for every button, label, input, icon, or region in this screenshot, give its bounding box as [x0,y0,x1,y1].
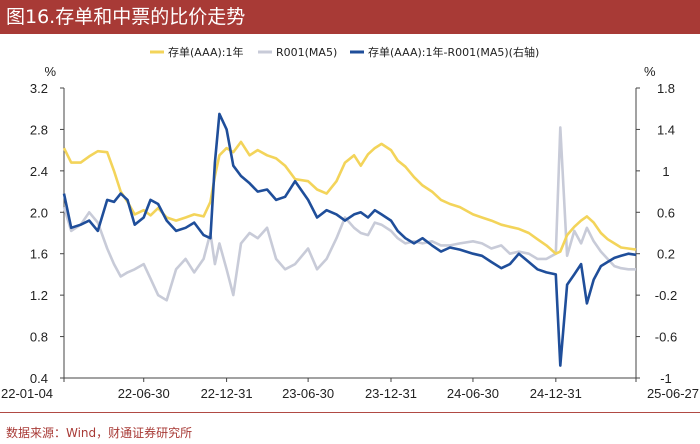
chart-title: 图16.存单和中票的比价走势 [6,6,246,28]
right-tick-label: 1.8 [657,81,675,96]
x-tick-label: 23-12-31 [365,386,417,401]
title-bar: 图16.存单和中票的比价走势 [0,0,700,34]
left-tick-label: 1.2 [30,288,48,303]
legend-label-0: 存单(AAA):1年 [168,45,243,59]
x-tick-label: 25-06-27 [647,386,699,401]
left-axis-unit: % [44,64,56,79]
left-tick-label: 0.8 [30,330,48,345]
legend-label-1: R001(MA5) [276,46,337,59]
x-tick-label: 24-06-30 [447,386,499,401]
right-tick-label: -0.2 [655,288,677,303]
x-tick-label: 24-12-31 [530,386,582,401]
left-tick-label: 0.4 [30,371,48,386]
x-tick-label: 23-06-30 [282,386,334,401]
right-tick-label: -1 [660,371,672,386]
right-tick-label: 0.2 [657,247,675,262]
left-tick-label: 1.6 [30,247,48,262]
series-line-spread [62,112,637,367]
series-line-cd [62,140,637,255]
x-tick-label: 22-12-31 [201,386,253,401]
left-tick-label: 2.0 [30,205,48,220]
right-tick-label: -0.6 [655,330,677,345]
x-tick-label: 22-06-30 [118,386,170,401]
series-line-r001 [62,126,636,302]
left-tick-label: 2.4 [30,164,48,179]
right-tick-label: 0.6 [657,205,675,220]
right-axis-unit: % [644,64,656,79]
right-tick-label: 1.4 [657,122,675,137]
left-tick-label: 2.8 [30,122,48,137]
chart-area: % % 3.2 2.8 2.4 2.0 1.6 1.2 0.8 0.4 1.8 1.4 1 0.6 0.2 -… [1,45,699,401]
bottom-divider [0,412,700,413]
right-tick-label: 1 [662,164,669,179]
source-note: 数据来源：Wind，财通证券研究所 [6,426,193,440]
left-tick-label: 3.2 [30,81,48,96]
x-tick-label: 22-01-04 [1,386,53,401]
legend-label-2: 存单(AAA):1年-R001(MA5)(右轴) [368,45,539,59]
